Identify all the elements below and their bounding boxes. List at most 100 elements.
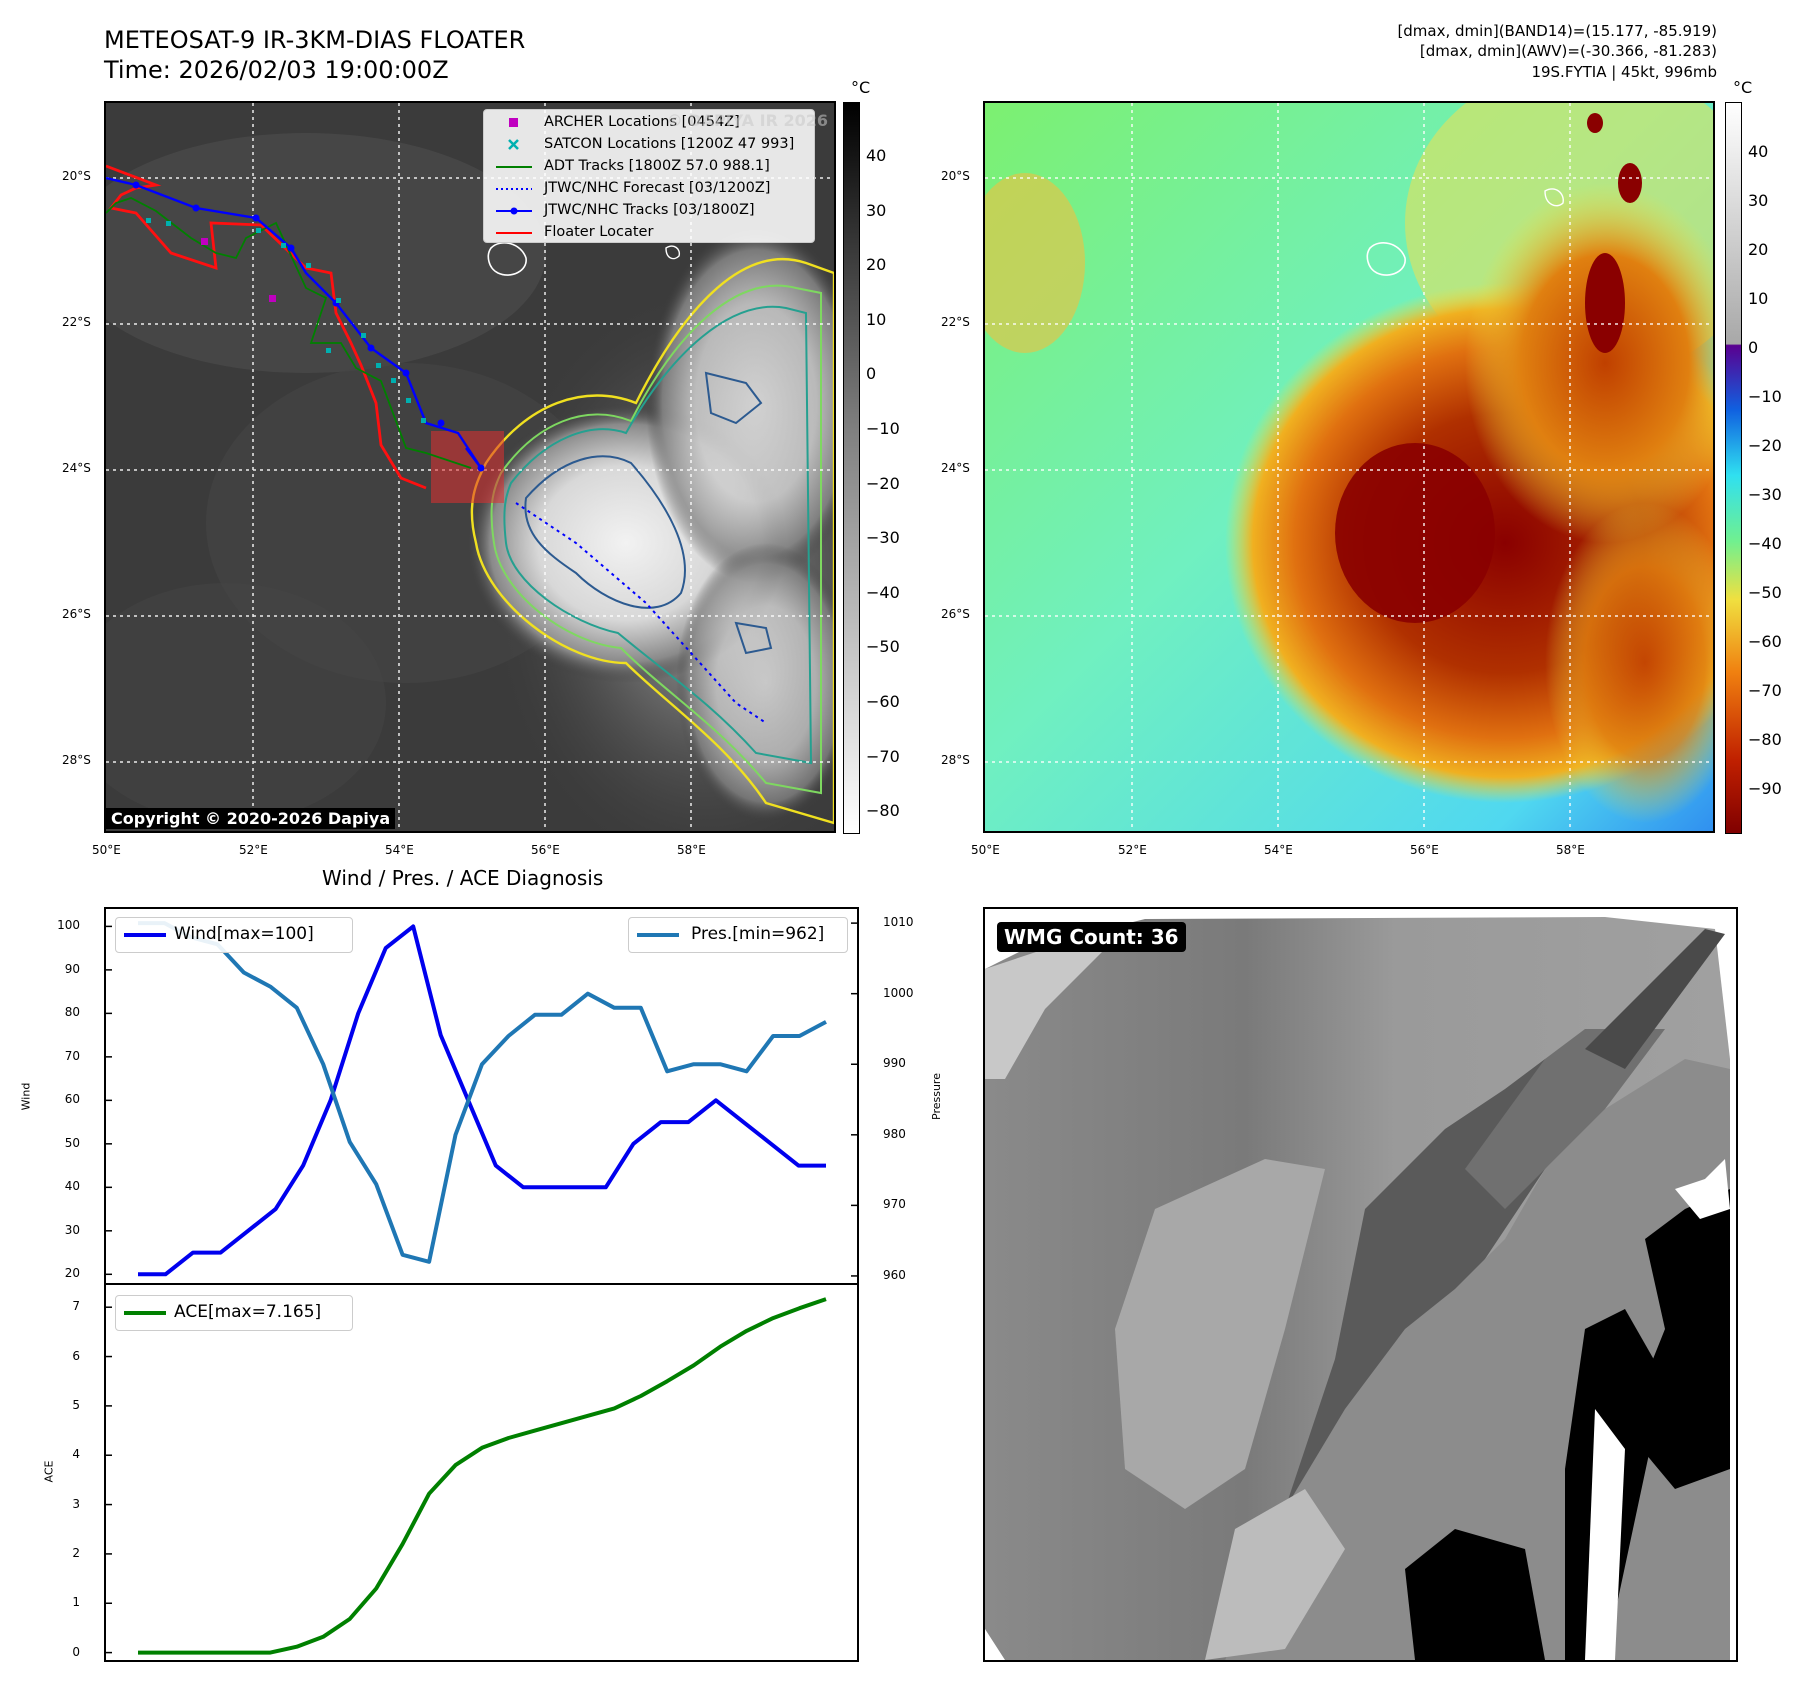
awv-lon-tick-58: 58°E [1556, 843, 1585, 857]
wind-pressure-panel: Wind[max=100] Pres.[min=962] [104, 907, 859, 1285]
ir-lon-tick-50: 50°E [92, 843, 121, 857]
wind-tick: 90 [64, 961, 80, 976]
awv-lat-tick-28: 28°S [941, 753, 970, 767]
ir-colorbar-unit: °C [851, 78, 871, 97]
wind-tick: 50 [64, 1135, 80, 1150]
legend-adt-label: ADT Tracks [1800Z 57.0 988.1] [544, 158, 770, 174]
ir-colorbar-tick: −80 [866, 801, 900, 821]
ace-panel: ACE[max=7.165] [104, 1283, 859, 1662]
awv-lat-tick-22: 22°S [941, 315, 970, 329]
awv-colorbar-tick: −60 [1748, 632, 1782, 651]
awv-colorbar [1725, 102, 1742, 834]
awv-lat-tick-24: 24°S [941, 461, 970, 475]
wmg-count-badge: WMG Count: 36 [997, 922, 1186, 952]
ace-tick: 3 [72, 1496, 80, 1511]
band14-range: [dmax, dmin](BAND14)=(15.177, -85.919) [1397, 22, 1717, 40]
ace-axis-label: ACE [42, 1460, 56, 1483]
ace-tick: 2 [72, 1545, 80, 1560]
ir-colorbar-tick: −30 [866, 528, 900, 548]
map-legend: ARCHER Locations [0454Z] SATCON Location… [483, 109, 815, 243]
pressure-tick: 970 [883, 1197, 906, 1212]
watermark: © DAPIYA IR 2026 [666, 111, 828, 130]
ir-colorbar-tick: 0 [866, 364, 877, 384]
awv-colorbar-tick: 20 [1748, 240, 1769, 259]
wind-tick: 20 [64, 1266, 80, 1281]
pressure-legend: Pres.[min=962] [628, 917, 848, 953]
ace-tick: 1 [72, 1595, 80, 1610]
ir-colorbar-tick: −10 [866, 419, 900, 438]
ir-colorbar-tick: 10 [866, 309, 887, 329]
wind-tick: 100 [57, 918, 80, 933]
legend-tracks-label: JTWC/NHC Tracks [03/1800Z] [544, 202, 755, 218]
legend-forecast-label: JTWC/NHC Forecast [03/1200Z] [544, 180, 771, 196]
awv-colorbar-tick: 0 [1748, 338, 1759, 357]
ace-tick: 0 [72, 1644, 80, 1659]
ir-lon-tick-56: 56°E [531, 843, 560, 857]
ace-tick: 7 [72, 1299, 80, 1314]
pressure-tick: 1010 [883, 915, 914, 930]
pressure-axis-label: Pressure [929, 1073, 943, 1120]
wind-legend-swatch [124, 933, 166, 937]
ir-colorbar-tick: −40 [866, 582, 900, 602]
ir-lat-tick-24: 24°S [62, 461, 91, 475]
awv-range: [dmax, dmin](AWV)=(-30.366, -81.283) [1419, 42, 1717, 60]
awv-colorbar-tick: −10 [1748, 387, 1782, 406]
awv-lon-tick-56: 56°E [1410, 843, 1439, 857]
ir-colorbar-tick: −60 [866, 692, 900, 711]
ace-tick: 6 [72, 1348, 80, 1363]
ir-lat-tick-22: 22°S [62, 315, 91, 329]
pressure-legend-label: Pres.[min=962] [691, 924, 825, 944]
awv-colorbar-tick: −40 [1748, 534, 1782, 553]
wind-axis-label: Wind [19, 1082, 33, 1111]
ir-colorbar-tick: 20 [866, 255, 887, 275]
copyright: Copyright © 2020-2026 Dapiya [106, 808, 396, 829]
figure-title: METEOSAT-9 IR-3KM-DIAS FLOATER [104, 26, 526, 54]
ace-legend: ACE[max=7.165] [115, 1295, 353, 1331]
ace-plot [106, 1297, 827, 1655]
awv-lat-tick-20: 20°S [941, 169, 970, 183]
awv-colorbar-tick: −90 [1748, 779, 1782, 798]
awv-map [985, 103, 1713, 831]
ir-colorbar [843, 102, 860, 834]
wind-pressure-plot [106, 921, 857, 1277]
awv-colorbar-tick: −20 [1748, 436, 1782, 455]
wind-legend: Wind[max=100] [115, 917, 353, 953]
ace-tick: 5 [72, 1397, 80, 1412]
legend-floater-label: Floater Locater [544, 224, 654, 240]
wind-tick: 80 [64, 1005, 80, 1020]
wind-tick: 30 [64, 1222, 80, 1237]
awv-colorbar-tick: 10 [1748, 289, 1769, 308]
pressure-legend-swatch [637, 933, 679, 937]
ir-colorbar-tick: −50 [866, 637, 900, 657]
ace-series-line [138, 1297, 827, 1655]
awv-lat-tick-26: 26°S [941, 607, 970, 621]
awv-colorbar-tick: −50 [1748, 583, 1782, 602]
ir-lat-tick-26: 26°S [62, 607, 91, 621]
ace-legend-label: ACE[max=7.165] [174, 1302, 322, 1322]
storm-info: 19S.FYTIA | 45kt, 996mb [1531, 63, 1717, 81]
awv-lon-tick-54: 54°E [1264, 843, 1293, 857]
awv-colorbar-tick: −80 [1748, 730, 1782, 749]
wind-series-line [138, 924, 826, 1277]
pressure-tick: 990 [883, 1056, 906, 1071]
ace-tick: 4 [72, 1447, 80, 1462]
ir-colorbar-tick: −20 [866, 473, 900, 493]
awv-colorbar-unit: °C [1733, 78, 1753, 97]
ir-lon-tick-54: 54°E [385, 843, 414, 857]
legend-archer-label: ARCHER Locations [0454Z] [544, 114, 740, 130]
ir-colorbar-tick: −70 [866, 746, 900, 766]
wmg-panel: WMG Count: 36 [983, 907, 1738, 1662]
diagnosis-title: Wind / Pres. / ACE Diagnosis [322, 866, 604, 890]
figure-time: Time: 2026/02/03 19:00:00Z [104, 56, 449, 84]
ir-map-panel: ARCHER Locations [0454Z] SATCON Location… [104, 101, 836, 833]
wind-tick: 40 [64, 1179, 80, 1194]
legend-satcon-label: SATCON Locations [1200Z 47 993] [544, 136, 795, 152]
awv-colorbar-tick: −70 [1748, 681, 1782, 700]
ir-lon-tick-58: 58°E [677, 843, 706, 857]
awv-lon-tick-52: 52°E [1118, 843, 1147, 857]
ir-lat-tick-20: 20°S [62, 169, 91, 183]
wind-tick: 70 [64, 1048, 80, 1063]
ace-legend-swatch [124, 1311, 166, 1315]
awv-colorbar-tick: 30 [1748, 191, 1769, 210]
ir-lon-tick-52: 52°E [239, 843, 268, 857]
